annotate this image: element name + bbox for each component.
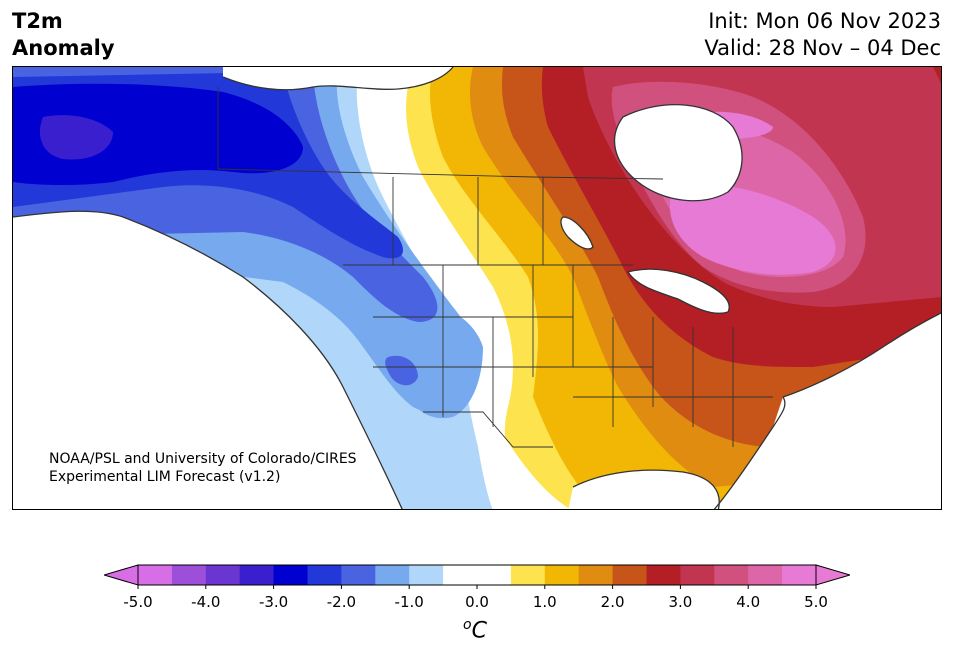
forecast-dates: Init: Mon 06 Nov 2023 Valid: 28 Nov – 04… (704, 8, 941, 62)
colorbar-tick-label: 1.0 (533, 593, 557, 611)
colorbar-bin (138, 565, 173, 585)
colorbar-extend-low (102, 564, 139, 586)
great-lakes (628, 269, 730, 314)
colorbar-bin (239, 565, 275, 585)
title-line-1: T2m (12, 9, 63, 33)
anomaly-magenta-core (669, 183, 836, 275)
colorbar-bin (375, 565, 410, 585)
ocean-hudson-bay (614, 104, 743, 201)
coastlines (13, 67, 941, 509)
anomaly-map (12, 66, 942, 510)
anomaly-mid-blue-southwest (385, 355, 418, 386)
map-canvas (13, 67, 941, 509)
anomaly-neutral-band (349, 67, 532, 509)
colorbar-extend-high (815, 564, 852, 586)
colorbar-tick-label: -1.0 (395, 593, 424, 611)
colorbar-bin (443, 565, 478, 585)
colorbar-units: oC (463, 617, 487, 643)
init-date: Init: Mon 06 Nov 2023 (708, 9, 941, 33)
colorbar-tick-label: -2.0 (327, 593, 356, 611)
colorbar-bin (510, 565, 546, 585)
anomaly-deep-blue-core (13, 83, 303, 186)
colorbar-bin (714, 565, 749, 585)
ocean-atlantic (714, 313, 941, 509)
political-borders (217, 87, 773, 448)
anomaly-light-blue-inner (400, 306, 483, 419)
colorbar-tick-label: -5.0 (123, 593, 152, 611)
credit-text: NOAA/PSL and University of Colorado/CIRE… (49, 450, 357, 486)
units-degree-sup: o (463, 617, 472, 633)
colorbar-bin (748, 565, 783, 585)
colorbar-bin (612, 565, 647, 585)
ocean-arctic (223, 67, 453, 90)
colorbar-bin (307, 565, 342, 585)
units-celsius: C (471, 618, 487, 644)
colorbar-tick-label: 0.0 (465, 593, 489, 611)
ocean-gulf-of-mexico (568, 470, 720, 509)
colorbar-tick-label: 5.0 (804, 593, 828, 611)
valid-date: Valid: 28 Nov – 04 Dec (704, 36, 941, 60)
map-title: T2m Anomaly (12, 8, 115, 62)
credit-line-2: Experimental LIM Forecast (v1.2) (49, 469, 281, 485)
colorbar-bin (341, 565, 376, 585)
colorbar-bin (273, 565, 308, 585)
colorbar: -5.0 -4.0 -3.0 -2.0 -1.0 0.0 1.0 2.0 3.0 4.0 5.0 (102, 563, 852, 623)
colorbar-bin (171, 565, 207, 585)
colorbar-svg: -5.0 -4.0 -3.0 -2.0 -1.0 0.0 1.0 2.0 3.0 4.0 5.0 (102, 564, 852, 611)
colorbar-bin (544, 565, 580, 585)
colorbar-tick-label: -4.0 (191, 593, 220, 611)
colorbar-bin (782, 565, 817, 585)
colorbar-bin (477, 565, 512, 585)
colorbar-tick-label: -3.0 (259, 593, 288, 611)
lake-winnipeg (560, 217, 593, 249)
ocean-pacific (13, 211, 403, 509)
colorbar-bin (646, 565, 681, 585)
colorbar-tick-label: 2.0 (601, 593, 625, 611)
colorbar-bin (205, 565, 241, 585)
colorbar-tick-label: 4.0 (736, 593, 760, 611)
anomaly-purple-core (39, 115, 113, 160)
colorbar-bin (680, 565, 715, 585)
colorbar-tick-label: 3.0 (668, 593, 692, 611)
colorbar-bin (578, 565, 614, 585)
credit-line-1: NOAA/PSL and University of Colorado/CIRE… (49, 451, 357, 467)
title-line-2: Anomaly (12, 36, 115, 60)
colorbar-bin (409, 565, 444, 585)
